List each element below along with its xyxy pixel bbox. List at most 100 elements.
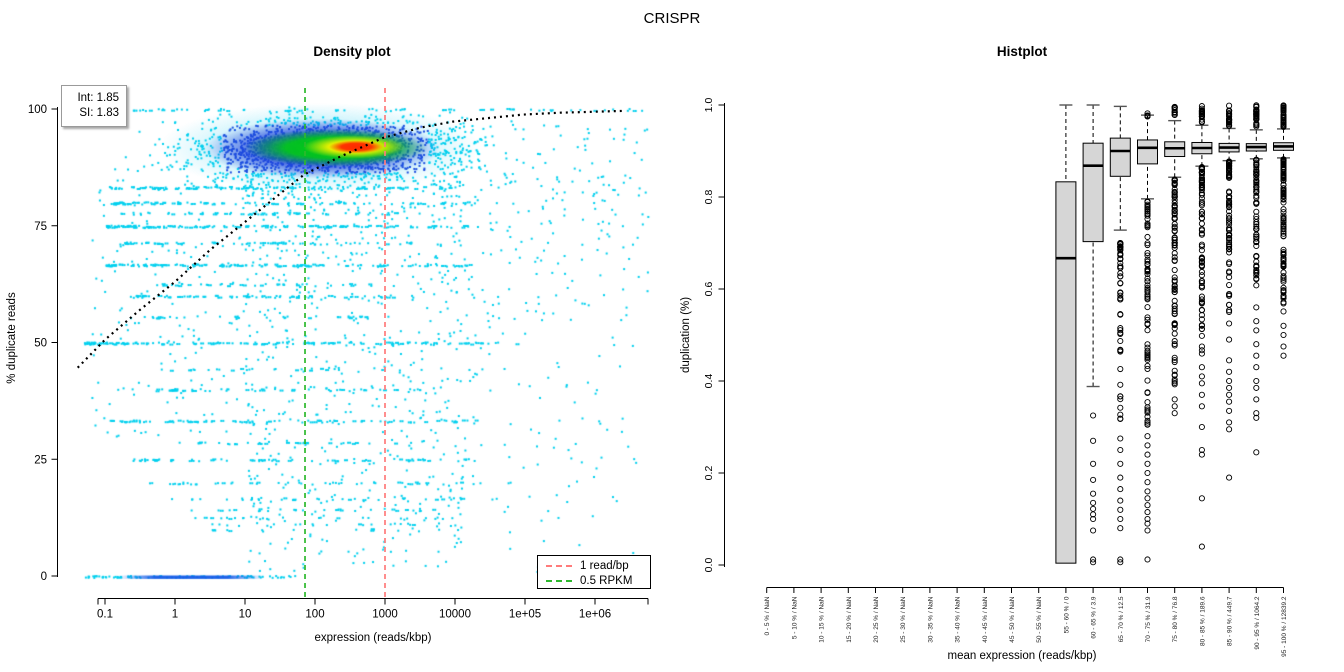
outlier-point	[1253, 235, 1260, 242]
svg-text:30 - 35 % / NaN: 30 - 35 % / NaN	[927, 596, 934, 643]
outlier-point	[1117, 396, 1124, 403]
outlier-point	[1198, 202, 1205, 209]
outlier-point	[1198, 300, 1205, 307]
outlier-point	[1144, 241, 1151, 249]
outlier-point	[1117, 348, 1124, 355]
outlier-point	[1171, 191, 1178, 198]
outlier-point	[1171, 241, 1178, 248]
outlier-point	[1171, 199, 1178, 206]
svg-text:10: 10	[239, 609, 252, 621]
outlier-point	[1198, 403, 1205, 410]
outlier-point	[1171, 357, 1178, 364]
density-x-axis-label: expression (reads/kbp)	[314, 632, 432, 644]
outlier-point	[1117, 515, 1124, 523]
svg-text:25: 25	[34, 454, 47, 466]
svg-text:1e+06: 1e+06	[579, 609, 611, 621]
outlier-point	[1226, 246, 1233, 253]
right-x-axis: 0 - 5 % / NaN 5 - 10 % / NaN 10 - 15 % / N…	[764, 587, 1288, 657]
outlier-point	[1253, 364, 1260, 371]
histplot-title: Histplot	[996, 44, 1048, 59]
outlier-point	[1171, 180, 1178, 187]
outlier-point	[1198, 350, 1205, 357]
outlier-point	[1198, 103, 1205, 110]
right-y-axis: 0.0 0.2 0.4 0.6 0.8 1.0	[703, 98, 725, 572]
outlier-point	[1144, 404, 1151, 411]
outlier-point	[1171, 203, 1178, 210]
left-y-axis: 0 25 50 75 100	[28, 104, 58, 583]
outlier-point	[1198, 446, 1205, 454]
outlier-point	[1117, 393, 1124, 400]
svg-text:10 - 15 % / NaN: 10 - 15 % / NaN	[819, 596, 826, 643]
outlier-point	[1253, 410, 1260, 417]
density-plot-title: Density plot	[313, 44, 391, 59]
boxplot-bin-18	[1245, 102, 1267, 456]
boxplot-bin-19	[1273, 102, 1294, 359]
legend-label-1readbp: 1 read/bp	[580, 559, 629, 572]
outlier-point	[1171, 302, 1178, 309]
outlier-point	[1171, 105, 1178, 112]
outlier-point	[1144, 256, 1151, 263]
outlier-point	[1198, 293, 1205, 300]
outlier-point	[1280, 199, 1287, 206]
svg-text:0: 0	[41, 571, 47, 583]
density-y-axis-label: % duplicate reads	[6, 292, 18, 384]
outlier-point	[1144, 399, 1151, 406]
outlier-point	[1144, 488, 1151, 495]
outlier-point	[1198, 296, 1205, 303]
outlier-point	[1171, 381, 1178, 388]
outlier-point	[1171, 322, 1178, 329]
outlier-point	[1171, 239, 1178, 246]
outlier-point	[1144, 341, 1151, 348]
outlier-point	[1171, 330, 1178, 337]
outlier-point	[1198, 172, 1205, 179]
outlier-point	[1280, 250, 1287, 257]
outlier-point	[1090, 511, 1097, 518]
outlier-point	[1253, 282, 1260, 289]
legend-item-1readbp: 1 read/bp	[538, 558, 650, 573]
outlier-point	[1171, 250, 1178, 257]
outlier-point	[1117, 446, 1124, 454]
boxplot-bin-11	[1055, 104, 1077, 564]
outlier-point	[1144, 365, 1151, 372]
outlier-point	[1226, 217, 1233, 224]
outlier-point	[1144, 460, 1151, 467]
outlier-point	[1171, 288, 1178, 296]
outlier-point	[1144, 433, 1151, 440]
outlier-point	[1117, 497, 1124, 504]
outlier-point	[1280, 274, 1287, 282]
outlier-point	[1144, 286, 1151, 293]
outlier-point	[1117, 506, 1124, 513]
green-dashed-line-icon	[546, 579, 572, 582]
outlier-point	[1090, 460, 1097, 467]
outlier-point	[1171, 257, 1178, 264]
outlier-point	[1198, 254, 1205, 261]
outlier-point	[1198, 182, 1205, 189]
boxplot-bin-13	[1109, 105, 1131, 566]
outlier-point	[1226, 308, 1233, 315]
outlier-point	[1280, 104, 1287, 111]
outlier-point	[1226, 368, 1233, 375]
outlier-point	[1280, 343, 1287, 350]
outlier-point	[1280, 284, 1287, 291]
outlier-point	[1198, 211, 1205, 218]
outlier-point	[1117, 263, 1124, 270]
outlier-point	[1198, 220, 1205, 227]
outlier-point	[1171, 371, 1178, 378]
outlier-point	[1117, 325, 1124, 332]
outlier-point	[1226, 391, 1233, 398]
outlier-point	[1253, 263, 1260, 270]
svg-text:0 - 5 % / NaN: 0 - 5 % / NaN	[764, 596, 771, 635]
outlier-point	[1117, 435, 1124, 442]
boxplot-bin-12	[1082, 104, 1104, 566]
outlier-point	[1171, 358, 1178, 366]
svg-text:100: 100	[305, 609, 324, 621]
legend-label-05rpkm: 0.5 RPKM	[580, 574, 633, 587]
outlier-point	[1226, 336, 1233, 343]
outlier-point	[1090, 527, 1097, 534]
outlier-point	[1280, 352, 1287, 359]
svg-text:0.8: 0.8	[703, 190, 715, 205]
outlier-point	[1171, 266, 1178, 274]
outlier-point	[1226, 407, 1233, 414]
outlier-point	[1144, 270, 1151, 278]
svg-text:0.4: 0.4	[703, 374, 715, 389]
